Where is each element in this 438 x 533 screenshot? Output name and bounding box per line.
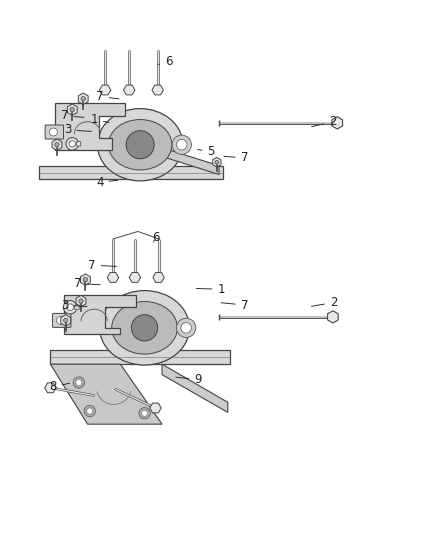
Circle shape bbox=[172, 135, 191, 155]
Polygon shape bbox=[328, 311, 338, 323]
Polygon shape bbox=[166, 149, 219, 174]
Text: 1: 1 bbox=[196, 283, 225, 296]
Polygon shape bbox=[332, 117, 343, 129]
Text: 8: 8 bbox=[50, 381, 70, 393]
Ellipse shape bbox=[108, 119, 172, 170]
Ellipse shape bbox=[100, 290, 189, 365]
Text: 6: 6 bbox=[158, 55, 173, 68]
Circle shape bbox=[76, 379, 82, 386]
Polygon shape bbox=[67, 104, 77, 115]
Text: 3: 3 bbox=[64, 123, 92, 136]
Ellipse shape bbox=[97, 109, 183, 181]
Text: 6: 6 bbox=[152, 231, 159, 244]
Ellipse shape bbox=[112, 302, 177, 354]
Circle shape bbox=[215, 160, 219, 164]
Circle shape bbox=[64, 318, 68, 322]
Polygon shape bbox=[212, 157, 221, 167]
Circle shape bbox=[81, 96, 85, 101]
Polygon shape bbox=[99, 85, 111, 95]
Circle shape bbox=[64, 301, 77, 314]
Circle shape bbox=[177, 140, 187, 150]
Polygon shape bbox=[76, 295, 86, 307]
Text: 7: 7 bbox=[96, 90, 119, 103]
Circle shape bbox=[69, 141, 75, 147]
Circle shape bbox=[131, 314, 158, 341]
Circle shape bbox=[67, 304, 74, 311]
Circle shape bbox=[177, 318, 196, 337]
Polygon shape bbox=[52, 139, 62, 150]
Circle shape bbox=[73, 377, 85, 388]
Text: 7: 7 bbox=[74, 277, 100, 290]
Circle shape bbox=[83, 278, 88, 282]
FancyBboxPatch shape bbox=[45, 125, 64, 139]
Text: 7: 7 bbox=[224, 151, 248, 164]
FancyBboxPatch shape bbox=[76, 142, 81, 146]
Circle shape bbox=[79, 299, 83, 303]
Circle shape bbox=[66, 138, 78, 150]
Circle shape bbox=[84, 405, 95, 417]
Polygon shape bbox=[45, 383, 56, 393]
Polygon shape bbox=[153, 272, 164, 282]
Polygon shape bbox=[78, 93, 88, 104]
Circle shape bbox=[55, 142, 59, 147]
Polygon shape bbox=[50, 364, 162, 424]
Circle shape bbox=[57, 317, 64, 324]
Circle shape bbox=[70, 108, 74, 112]
Polygon shape bbox=[81, 274, 90, 285]
Circle shape bbox=[141, 410, 148, 416]
Text: 1: 1 bbox=[90, 114, 109, 126]
FancyBboxPatch shape bbox=[50, 350, 230, 364]
Text: 7: 7 bbox=[88, 259, 117, 272]
Circle shape bbox=[87, 408, 93, 414]
Circle shape bbox=[126, 131, 154, 159]
Polygon shape bbox=[129, 272, 141, 282]
Polygon shape bbox=[150, 403, 161, 413]
Text: 9: 9 bbox=[176, 373, 202, 386]
Text: 2: 2 bbox=[311, 296, 338, 309]
Circle shape bbox=[49, 128, 57, 136]
Circle shape bbox=[181, 322, 191, 333]
Text: 3: 3 bbox=[61, 298, 87, 312]
Polygon shape bbox=[55, 103, 125, 150]
Text: 7: 7 bbox=[61, 109, 84, 123]
FancyBboxPatch shape bbox=[74, 305, 79, 310]
Polygon shape bbox=[124, 85, 135, 95]
Text: 4: 4 bbox=[96, 176, 118, 189]
Text: 5: 5 bbox=[198, 146, 215, 158]
Polygon shape bbox=[152, 85, 163, 95]
FancyBboxPatch shape bbox=[53, 313, 71, 327]
Circle shape bbox=[139, 408, 150, 419]
Text: 2: 2 bbox=[311, 116, 337, 128]
Polygon shape bbox=[61, 314, 71, 326]
Polygon shape bbox=[107, 272, 119, 282]
FancyBboxPatch shape bbox=[39, 166, 223, 179]
Polygon shape bbox=[162, 364, 228, 413]
Polygon shape bbox=[64, 295, 136, 334]
Text: 7: 7 bbox=[221, 298, 248, 312]
